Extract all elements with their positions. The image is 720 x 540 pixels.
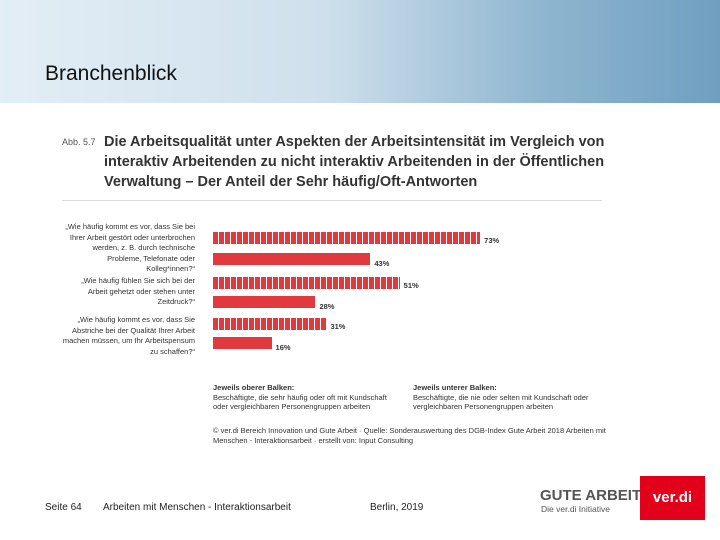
category-label: „Wie häufig kommt es vor, dass Sie bei I…	[65, 222, 195, 273]
chart-title: Die Arbeitsqualität unter Aspekten der A…	[104, 134, 605, 190]
legend-title: Jeweils unterer Balken:	[413, 383, 497, 392]
footer-date: Berlin, 2019	[370, 502, 424, 513]
bar	[213, 318, 327, 330]
value-label: 51%	[403, 281, 419, 290]
figure-label: Abb. 5.7	[62, 137, 96, 147]
legend-entry: Jeweils unterer Balken: Beschäftigte, die…	[413, 383, 603, 412]
page-number: Seite 64	[45, 502, 82, 513]
category-label: „Wie häufig kommt es vor, dass Sie Abstr…	[62, 315, 195, 356]
value-label: 16%	[275, 343, 291, 352]
logo-subtitle: Die ver.di Initiative	[541, 504, 610, 514]
logo-text: GUTE ARBEIT	[540, 487, 642, 504]
source: © ver.di Bereich Innovation und Gute Arb…	[213, 426, 606, 445]
bar	[213, 337, 272, 349]
value-label: 31%	[330, 322, 346, 331]
legend-entry: Jeweils oberer Balken: Beschäftigte, die …	[213, 383, 403, 412]
value-label: 28%	[319, 302, 335, 311]
value-label: 43%	[374, 259, 390, 268]
value-label: 73%	[484, 236, 500, 245]
banner	[0, 0, 720, 103]
slide-title: Branchenblick	[45, 62, 177, 85]
footer-topic: Arbeiten mit Menschen - Interaktionsarbe…	[103, 502, 291, 513]
category-label: „Wie häufig fühlen Sie sich bei der Arbe…	[81, 276, 195, 306]
legend-description: Beschäftigte, die nie oder selten mit Ku…	[413, 392, 589, 412]
bar	[213, 296, 316, 308]
legend-description: Beschäftigte, die sehr häufig oder oft m…	[213, 392, 387, 412]
bar	[213, 277, 400, 289]
verdi-logo: ver.di	[640, 476, 705, 520]
bar	[213, 232, 481, 244]
legend-title: Jeweils oberer Balken:	[213, 383, 295, 392]
bar	[213, 253, 371, 265]
divider	[62, 200, 602, 201]
